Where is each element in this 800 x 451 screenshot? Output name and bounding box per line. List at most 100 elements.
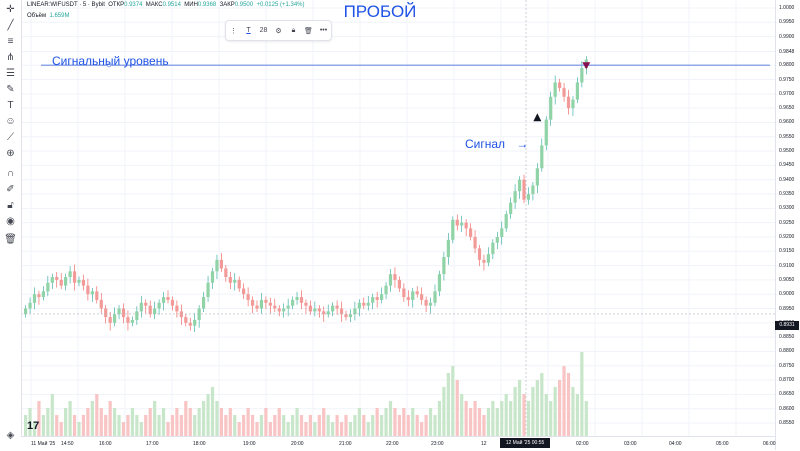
candle-body: [313, 308, 317, 312]
price-tick-label: 0.9050: [779, 276, 795, 283]
candle-body: [41, 291, 45, 298]
candle-body: [259, 299, 264, 309]
volume-bar: [509, 401, 513, 436]
volume-bar: [81, 415, 86, 436]
eye-icon[interactable]: ◉: [6, 216, 15, 227]
volume-bar: [362, 415, 366, 436]
signal-level-label[interactable]: Сигнальный уровень: [52, 54, 169, 68]
volume-bar: [104, 415, 108, 436]
volume-bar: [344, 415, 348, 436]
candle-body: [451, 219, 455, 240]
emoji-icon[interactable]: ☺: [5, 116, 16, 127]
candle-body: [397, 279, 401, 289]
candle-body: [384, 285, 388, 295]
time-tick-label: 17:00: [146, 441, 159, 447]
layers-icon[interactable]: ◈: [6, 430, 15, 441]
fib-icon[interactable]: ☰: [6, 68, 15, 79]
settings-icon[interactable]: ⚙: [275, 27, 282, 35]
volume-bar: [473, 401, 477, 436]
candle-body: [68, 271, 72, 278]
volume-bar: [455, 380, 459, 436]
more-icon[interactable]: •••: [319, 27, 328, 34]
volume-bar: [24, 415, 28, 436]
candle-body: [210, 271, 215, 283]
candle-body: [264, 299, 268, 303]
volume-bar: [184, 401, 188, 436]
candle-body: [121, 308, 126, 318]
zoom-in-icon[interactable]: ⊕: [6, 148, 15, 159]
candle-body: [135, 311, 139, 320]
volume-bar: [482, 415, 486, 436]
trash-icon[interactable]: 🗑︎: [4, 234, 17, 245]
time-tick-label: 23:00: [431, 441, 444, 447]
price-tick-label: 0.9400: [779, 176, 795, 183]
low-value: 0.9368: [197, 2, 217, 8]
candle-body: [411, 291, 415, 300]
price-axis[interactable]: 1.0000 0.9950 0.9900 0.9848 0.9800 0.9750 0.97…: [775, 0, 800, 450]
price-tick-label: 0.8650: [779, 391, 795, 398]
volume-bar: [139, 422, 143, 436]
volume-bar: [571, 387, 575, 436]
breakout-title[interactable]: ПРОБОЙ: [343, 2, 417, 21]
text-icon[interactable]: T: [7, 100, 14, 111]
volume-bar: [326, 415, 330, 436]
volume-bar: [322, 408, 326, 436]
signal-text: Сигнал: [465, 137, 506, 151]
volume-bar: [259, 415, 264, 436]
volume-bar: [580, 352, 584, 436]
volume-bar: [170, 415, 175, 436]
candle-body: [153, 308, 157, 315]
magnet-icon[interactable]: ∩: [6, 168, 15, 179]
drawing-toolbar: ✛ ╱ ≡ ⋔ ☰ ✎ T ☺ ⟋ ⊕ ∩ ✐ 🔓︎ ◉ 🗑︎ ◈: [0, 0, 22, 450]
lock-draw-icon[interactable]: ✐: [6, 184, 15, 195]
brush-icon[interactable]: ✎: [6, 84, 15, 95]
volume-bar: [77, 422, 81, 436]
volume-bar: [175, 408, 179, 436]
tradingview-logo[interactable]: 17: [27, 420, 40, 432]
volume-bar: [553, 387, 557, 436]
volume-bar: [540, 373, 544, 436]
trend-line-icon[interactable]: ╱: [7, 20, 14, 31]
volume-bar: [50, 394, 54, 436]
candle-body: [197, 308, 201, 320]
time-tick-label: 19:00: [243, 441, 256, 447]
delete-icon[interactable]: 🗑︎: [304, 27, 313, 35]
horizontal-lines-icon[interactable]: ≡: [7, 36, 14, 47]
price-tick-label: 0.9900: [779, 33, 795, 40]
volume-bar: [46, 408, 50, 436]
candle-body: [402, 288, 406, 298]
pitchfork-icon[interactable]: ⋔: [6, 52, 15, 63]
time-axis[interactable]: 11 Май '25 14:50 16:00 17:00 18:00 19:00 20:00…: [21, 436, 776, 451]
lock-icon[interactable]: 🔒︎: [291, 26, 296, 34]
candle-body: [95, 291, 99, 300]
candle-body: [104, 308, 108, 318]
volume-bar: [86, 408, 90, 436]
candle-body: [108, 317, 112, 323]
candle-body: [24, 308, 28, 315]
line-width[interactable]: 28: [259, 27, 268, 34]
crosshair-icon[interactable]: ✛: [6, 4, 15, 15]
volume-bar: [64, 408, 68, 436]
volume-label[interactable]: Объём: [27, 13, 47, 19]
volume-bar: [188, 408, 192, 436]
ruler-icon[interactable]: ⟋: [7, 132, 14, 143]
volume-bar: [460, 394, 464, 436]
time-tick-label: 11 Май '25: [31, 441, 56, 447]
volume-bar: [113, 408, 117, 436]
volume-bar: [157, 415, 161, 436]
volume-bar: [522, 394, 526, 436]
lock-icon[interactable]: 🔓︎: [7, 200, 14, 211]
candle-body: [308, 305, 312, 312]
volume-bar: [504, 394, 508, 436]
volume-bar: [153, 401, 157, 436]
symbol-name[interactable]: LINEAR:WIFUSDT · 5 · Bybit: [27, 2, 105, 8]
candle-body: [375, 297, 379, 300]
text-color-icon[interactable]: T: [246, 27, 251, 34]
signal-label[interactable]: Сигнал →: [465, 137, 528, 151]
candle-body: [233, 279, 237, 283]
drag-handle-icon[interactable]: ⋮: [230, 27, 237, 35]
volume-bar: [126, 415, 130, 436]
candlestick-chart[interactable]: [21, 0, 775, 436]
volume-bar: [464, 401, 468, 436]
volume-bar: [68, 401, 72, 436]
